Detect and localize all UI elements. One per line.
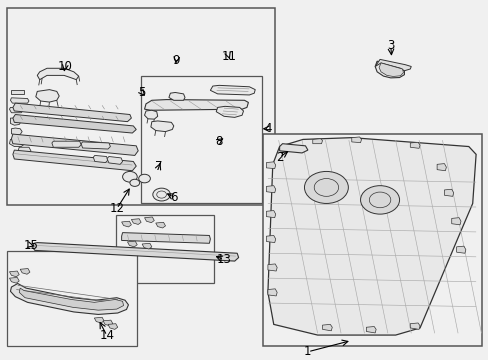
Circle shape <box>304 171 347 203</box>
Polygon shape <box>210 85 255 95</box>
Polygon shape <box>11 128 22 135</box>
Polygon shape <box>444 189 453 196</box>
Polygon shape <box>142 243 152 249</box>
Polygon shape <box>36 90 59 102</box>
Polygon shape <box>11 90 24 94</box>
Polygon shape <box>266 162 275 168</box>
Polygon shape <box>13 114 136 133</box>
Bar <box>6 252 137 346</box>
Polygon shape <box>456 246 465 253</box>
Polygon shape <box>131 219 141 224</box>
Polygon shape <box>122 221 131 227</box>
Circle shape <box>360 186 399 214</box>
Polygon shape <box>94 317 104 323</box>
Polygon shape <box>108 324 118 329</box>
Circle shape <box>153 188 170 201</box>
Bar <box>116 215 213 283</box>
Polygon shape <box>279 144 307 153</box>
Text: 11: 11 <box>221 50 236 63</box>
Polygon shape <box>267 138 475 335</box>
Polygon shape <box>10 283 128 314</box>
Polygon shape <box>127 241 137 247</box>
Text: 1: 1 <box>304 345 311 358</box>
Polygon shape <box>122 233 210 243</box>
Text: 14: 14 <box>99 329 114 342</box>
Bar <box>6 8 274 205</box>
Polygon shape <box>366 327 375 333</box>
Bar <box>262 134 481 346</box>
Text: 7: 7 <box>155 159 163 172</box>
Text: 15: 15 <box>24 239 39 252</box>
Polygon shape <box>144 110 158 119</box>
Polygon shape <box>351 137 361 143</box>
Polygon shape <box>266 235 275 243</box>
Polygon shape <box>103 320 113 326</box>
Polygon shape <box>144 100 248 110</box>
Text: 8: 8 <box>215 135 223 148</box>
Polygon shape <box>378 63 403 76</box>
Text: 5: 5 <box>138 86 145 99</box>
Polygon shape <box>10 118 21 125</box>
Text: 3: 3 <box>386 39 394 52</box>
Polygon shape <box>18 147 31 154</box>
Polygon shape <box>20 269 30 274</box>
Polygon shape <box>93 156 108 163</box>
Polygon shape <box>409 323 419 329</box>
Polygon shape <box>9 271 19 277</box>
Text: 13: 13 <box>216 253 231 266</box>
Polygon shape <box>107 157 122 164</box>
Text: 6: 6 <box>170 190 177 203</box>
Bar <box>141 76 262 203</box>
Polygon shape <box>144 217 154 223</box>
Text: 4: 4 <box>264 122 271 135</box>
Circle shape <box>130 179 140 186</box>
Polygon shape <box>409 142 419 148</box>
Polygon shape <box>151 121 173 132</box>
Circle shape <box>122 171 137 182</box>
Polygon shape <box>32 243 238 261</box>
Text: 2: 2 <box>275 151 283 164</box>
Text: 9: 9 <box>172 54 180 67</box>
Polygon shape <box>52 141 81 147</box>
Polygon shape <box>10 98 29 103</box>
Polygon shape <box>11 134 138 156</box>
Polygon shape <box>9 107 22 113</box>
Polygon shape <box>13 103 131 122</box>
Polygon shape <box>374 59 410 71</box>
Polygon shape <box>81 142 110 149</box>
Polygon shape <box>19 288 123 310</box>
Polygon shape <box>37 68 79 80</box>
Text: 12: 12 <box>109 202 124 215</box>
Polygon shape <box>9 278 19 283</box>
Polygon shape <box>168 93 184 100</box>
Polygon shape <box>267 289 277 296</box>
Polygon shape <box>267 264 277 271</box>
Polygon shape <box>13 150 136 171</box>
Polygon shape <box>156 222 165 228</box>
Polygon shape <box>374 61 404 78</box>
Polygon shape <box>312 139 322 144</box>
Text: 10: 10 <box>58 60 72 73</box>
Polygon shape <box>436 163 446 171</box>
Polygon shape <box>266 186 275 193</box>
Polygon shape <box>451 218 460 225</box>
Polygon shape <box>216 106 243 117</box>
Polygon shape <box>322 324 331 331</box>
Polygon shape <box>266 211 275 218</box>
Polygon shape <box>9 139 25 147</box>
Circle shape <box>139 174 150 183</box>
